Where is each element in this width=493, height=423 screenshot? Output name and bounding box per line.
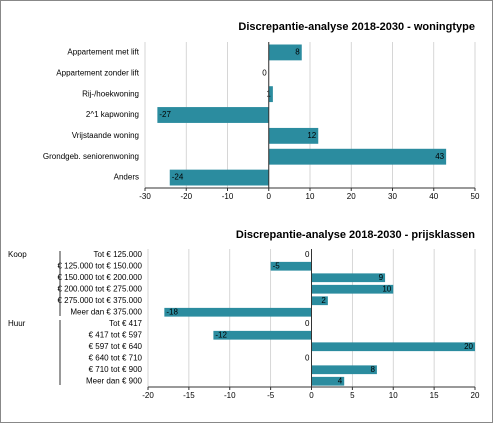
value-label: 0 [262,68,267,77]
x-tick-label: -20 [180,192,192,201]
y-tick-label: Tot € 125.000 [94,250,143,259]
bar [268,44,302,61]
group-label: Huur [8,319,26,328]
value-label: 43 [435,152,444,161]
bar [270,261,312,271]
y-tick-label: Appartement met lift [67,48,139,57]
x-tick-label: -30 [139,192,151,201]
y-tick-label: Anders [114,173,139,182]
y-tick-label: € 150.000 tot € 200.000 [57,273,142,282]
x-tick-label: -10 [222,192,234,201]
bar [169,169,269,186]
x-tick-label: 40 [429,192,438,201]
y-tick-label: € 275.000 tot € 375.000 [57,296,142,305]
x-tick-label: -20 [142,391,154,400]
y-tick-label: Tot € 417 [109,319,142,328]
value-label: 0 [305,319,310,328]
x-tick-label: 10 [389,391,398,400]
bar [311,342,475,352]
value-label: 8 [295,48,300,57]
bar [164,307,312,317]
chart-title: Discrepantie-analyse 2018-2030 - woningt… [238,21,475,33]
y-tick-label: 2^1 kapwoning [86,110,139,119]
bar [311,273,386,283]
value-label: -24 [172,173,184,182]
value-label: 9 [379,273,384,282]
y-tick-label: Meer dan € 375.000 [70,307,142,316]
x-tick-label: 50 [471,192,480,201]
y-tick-label: Rij-/hoekwoning [82,89,139,98]
chart-title: Discrepantie-analyse 2018-2030 - prijskl… [236,229,475,241]
x-tick-label: -5 [267,391,275,400]
y-tick-label: Grondgeb. seniorenwoning [43,152,139,161]
value-label: 10 [382,284,391,293]
bar [268,148,447,165]
value-label: 0 [305,353,310,362]
x-tick-label: 20 [471,391,480,400]
value-label: 0 [305,250,310,259]
bar [157,107,269,123]
y-tick-label: € 200.000 tot € 275.000 [57,284,142,293]
bar [268,127,319,144]
x-tick-label: 15 [430,391,439,400]
y-tick-label: Meer dan € 900 [86,376,143,385]
x-tick-label: -15 [183,391,195,400]
x-tick-label: 10 [306,192,315,201]
y-tick-label: € 710 tot € 900 [89,365,143,374]
x-tick-label: 0 [267,192,272,201]
value-label: 2 [321,296,326,305]
x-tick-label: 5 [350,391,355,400]
bar [311,365,377,375]
group-label: Koop [8,250,27,259]
bar [213,330,312,340]
value-label: 4 [338,376,343,385]
bar [311,376,345,386]
y-tick-label: Vrijstaande woning [72,131,139,140]
x-tick-label: 20 [347,192,356,201]
y-tick-label: Appartement zonder lift [56,68,139,77]
value-label: 20 [464,342,473,351]
y-tick-label: € 417 tot € 597 [89,330,143,339]
y-tick-label: € 640 tot € 710 [89,353,143,362]
bar [311,296,328,306]
value-label: -18 [166,307,178,316]
y-tick-label: € 125.000 tot € 150.000 [57,261,142,270]
bar [311,284,394,294]
bar [268,86,273,103]
value-label: -5 [273,261,281,270]
x-tick-label: -10 [224,391,236,400]
x-tick-label: 0 [309,391,314,400]
y-tick-label: € 597 tot € 640 [89,342,143,351]
value-label: -27 [159,110,171,119]
value-label: 8 [370,365,375,374]
value-label: 12 [307,131,316,140]
x-tick-label: 30 [388,192,397,201]
value-label: -12 [215,330,227,339]
